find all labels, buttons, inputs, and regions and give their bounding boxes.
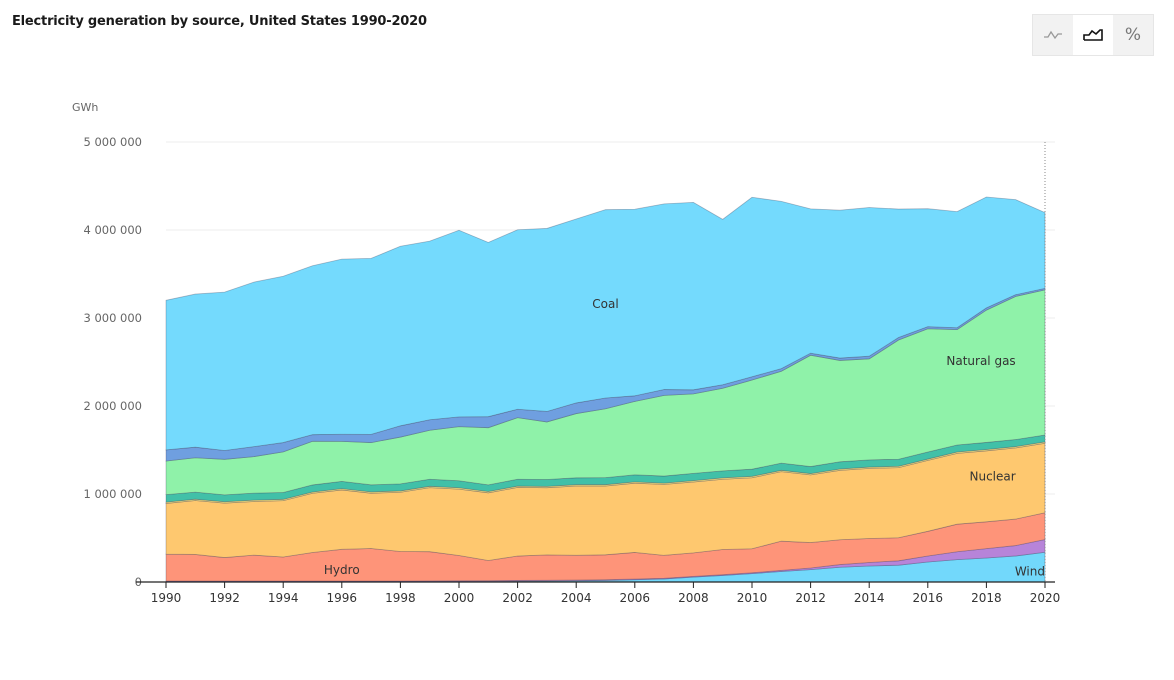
x-tick-label: 2004 [561,591,592,605]
area-hydro [165,512,1046,582]
series-label-coal: Coal [592,297,618,311]
x-tick-label: 2000 [444,591,475,605]
series-label-natural-gas: Natural gas [946,354,1015,368]
area-nuclear [165,442,1046,561]
area-series-1 [165,539,1046,583]
chart-title: Electricity generation by source, United… [12,14,427,29]
area-series-4 [165,441,1046,504]
x-tick-label: 1992 [209,591,240,605]
x-tick-label: 1998 [385,591,416,605]
area-chart-icon [1083,29,1103,41]
percent-button[interactable]: % [1113,15,1153,55]
y-tick-label: 2 000 000 [83,399,142,413]
area-natural-gas [165,289,1046,496]
line-chart-button[interactable] [1033,15,1073,55]
x-tick-label: 2010 [737,591,768,605]
x-tick-label: 2012 [795,591,826,605]
x-tick-label: 2018 [971,591,1002,605]
x-tick-label: 2002 [502,591,533,605]
series-label-nuclear: Nuclear [970,469,1016,483]
y-tick-label: 0 [135,575,142,589]
x-tick-label: 2008 [678,591,709,605]
area-series-5 [165,434,1046,503]
series-label-hydro: Hydro [324,563,360,577]
x-tick-label: 2016 [913,591,944,605]
x-tick-label: 1996 [327,591,358,605]
x-tick-label: 1990 [151,591,182,605]
x-tick-label: 2020 [1030,591,1061,605]
y-tick-label: 5 000 000 [83,135,142,149]
area-coal [165,196,1046,451]
y-tick-label: 1 000 000 [83,487,142,501]
y-tick-label: 3 000 000 [83,311,142,325]
x-tick-label: 2006 [620,591,651,605]
line-chart-icon [1044,30,1062,40]
area-wind [165,551,1046,583]
area-chart-button[interactable] [1073,15,1113,55]
x-tick-label: 2014 [854,591,885,605]
chart-type-toolbar: % [1032,14,1154,56]
area-series-7 [165,287,1046,462]
x-tick-label: 1994 [268,591,299,605]
y-axis-unit: GWh [72,101,98,114]
y-tick-label: 4 000 000 [83,223,142,237]
series-label-wind: Wind [1015,565,1045,579]
percent-icon: % [1124,25,1142,45]
